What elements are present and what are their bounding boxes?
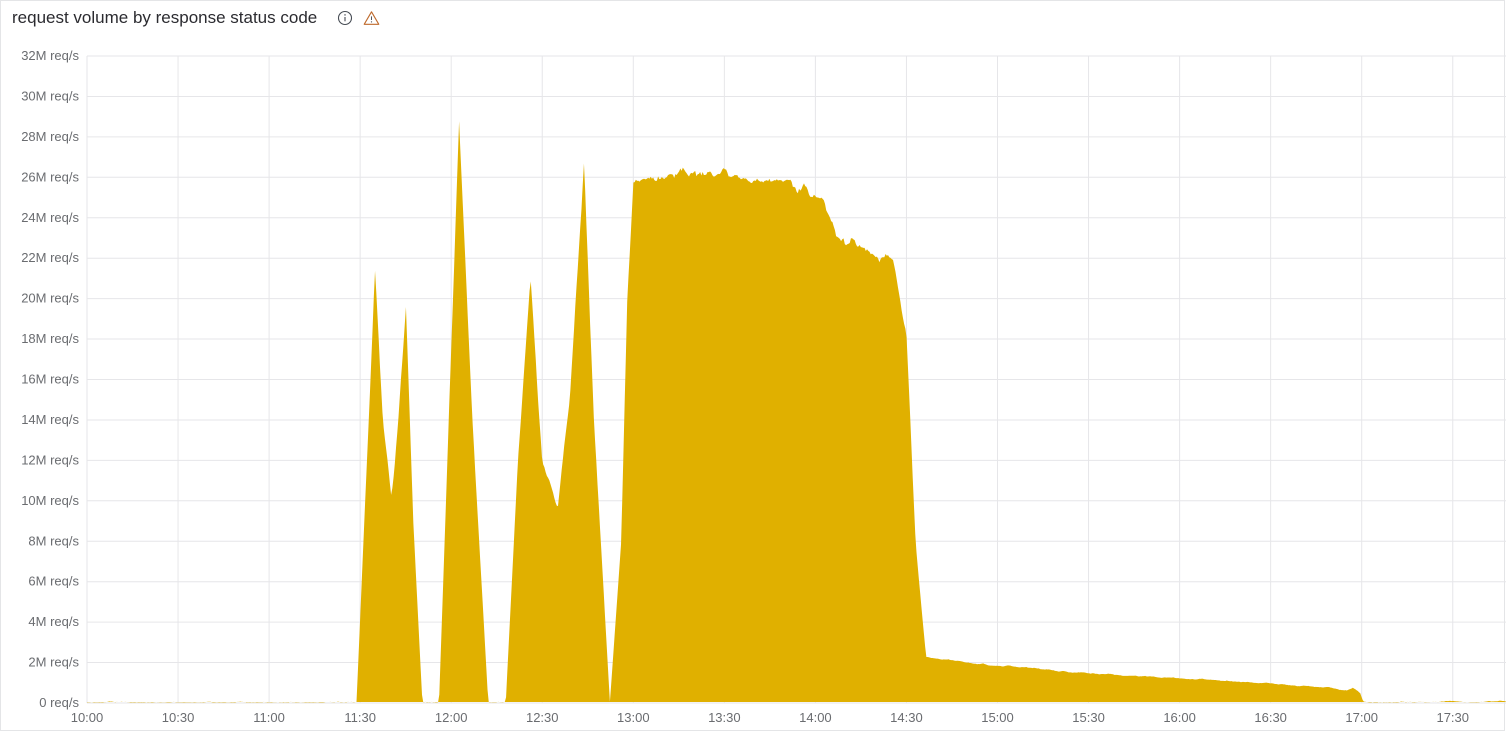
svg-text:26M req/s: 26M req/s <box>21 169 79 184</box>
svg-text:6M req/s: 6M req/s <box>28 574 79 589</box>
svg-text:12:00: 12:00 <box>435 710 468 725</box>
svg-text:10M req/s: 10M req/s <box>21 493 79 508</box>
svg-text:11:30: 11:30 <box>344 710 376 725</box>
svg-text:15:30: 15:30 <box>1072 710 1105 725</box>
svg-text:11:00: 11:00 <box>253 710 285 725</box>
svg-text:17:30: 17:30 <box>1436 710 1469 725</box>
svg-text:8M req/s: 8M req/s <box>28 533 79 548</box>
svg-text:17:00: 17:00 <box>1345 710 1378 725</box>
svg-text:16:00: 16:00 <box>1163 710 1196 725</box>
svg-text:30M req/s: 30M req/s <box>21 88 79 103</box>
svg-text:0 req/s: 0 req/s <box>39 695 79 710</box>
svg-text:15:00: 15:00 <box>981 710 1014 725</box>
svg-text:12:30: 12:30 <box>526 710 559 725</box>
svg-text:16M req/s: 16M req/s <box>21 372 79 387</box>
svg-text:14:30: 14:30 <box>890 710 923 725</box>
svg-text:10:00: 10:00 <box>71 710 104 725</box>
svg-text:24M req/s: 24M req/s <box>21 210 79 225</box>
svg-text:12M req/s: 12M req/s <box>21 452 79 467</box>
svg-text:28M req/s: 28M req/s <box>21 129 79 144</box>
svg-text:18M req/s: 18M req/s <box>21 331 79 346</box>
svg-text:16:30: 16:30 <box>1254 710 1287 725</box>
svg-text:20M req/s: 20M req/s <box>21 291 79 306</box>
svg-text:13:00: 13:00 <box>617 710 650 725</box>
svg-text:14:00: 14:00 <box>799 710 832 725</box>
svg-text:2M req/s: 2M req/s <box>28 655 79 670</box>
svg-text:32M req/s: 32M req/s <box>21 48 79 63</box>
svg-text:14M req/s: 14M req/s <box>21 412 79 427</box>
svg-text:4M req/s: 4M req/s <box>28 614 79 629</box>
svg-text:22M req/s: 22M req/s <box>21 250 79 265</box>
svg-text:10:30: 10:30 <box>162 710 195 725</box>
svg-text:13:30: 13:30 <box>708 710 741 725</box>
